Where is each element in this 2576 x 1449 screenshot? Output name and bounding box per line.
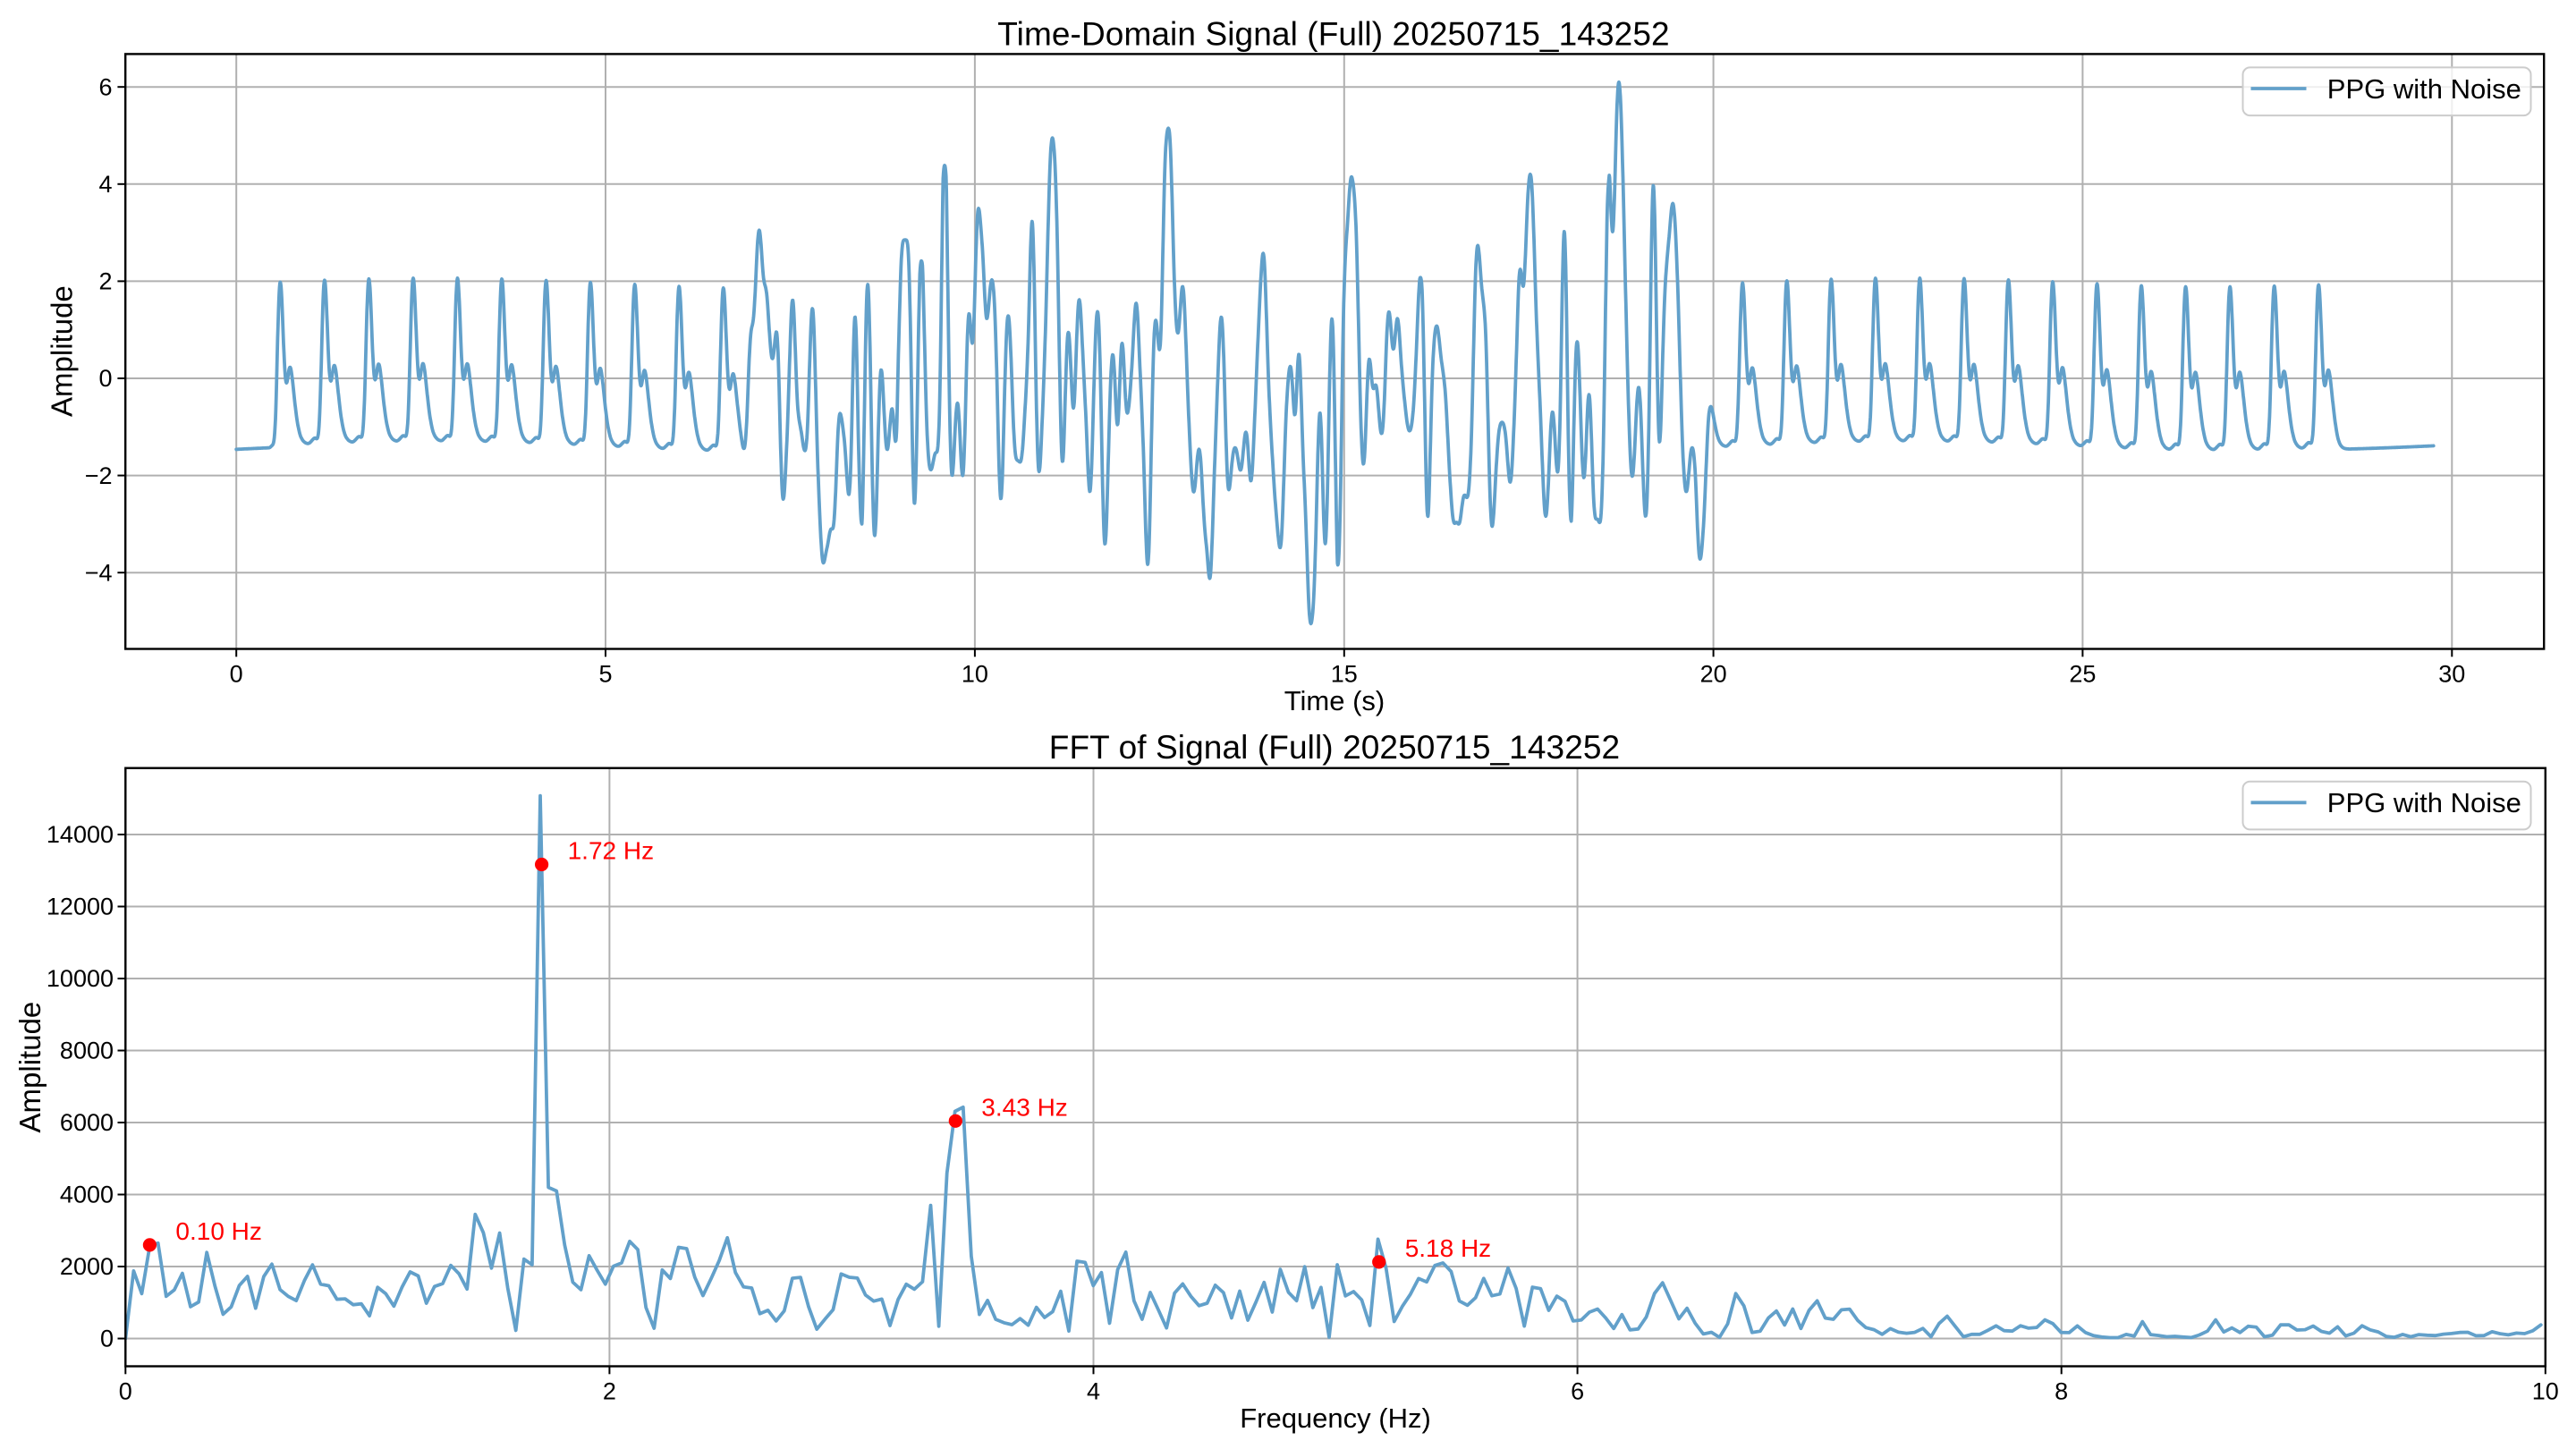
- svg-text:2: 2: [603, 1378, 616, 1405]
- svg-text:15: 15: [1331, 661, 1358, 688]
- svg-text:8000: 8000: [60, 1038, 114, 1064]
- svg-text:30: 30: [2438, 661, 2465, 688]
- svg-text:Frequency (Hz): Frequency (Hz): [1240, 1402, 1431, 1434]
- svg-text:0: 0: [100, 1326, 114, 1352]
- svg-text:Amplitude: Amplitude: [46, 285, 79, 417]
- svg-text:FFT of Signal (Full) 20250715_: FFT of Signal (Full) 20250715_143252: [1049, 729, 1621, 766]
- svg-text:0: 0: [119, 1378, 132, 1405]
- svg-text:10000: 10000: [47, 965, 114, 992]
- svg-text:4: 4: [1087, 1378, 1100, 1405]
- svg-text:4000: 4000: [60, 1182, 114, 1208]
- svg-text:10: 10: [2532, 1378, 2559, 1405]
- svg-text:0: 0: [230, 661, 243, 688]
- svg-text:25: 25: [2069, 661, 2096, 688]
- svg-text:6000: 6000: [60, 1109, 114, 1136]
- svg-text:Amplitude: Amplitude: [13, 1002, 47, 1133]
- svg-text:Time-Domain Signal (Full) 2025: Time-Domain Signal (Full) 20250715_14325…: [997, 16, 1669, 53]
- svg-text:6: 6: [1571, 1378, 1584, 1405]
- svg-text:20: 20: [1700, 661, 1727, 688]
- svg-text:5: 5: [598, 661, 612, 688]
- svg-text:Time (s): Time (s): [1284, 685, 1385, 716]
- svg-text:5.18 Hz: 5.18 Hz: [1405, 1234, 1492, 1262]
- svg-text:14000: 14000: [47, 821, 114, 848]
- svg-text:0.10 Hz: 0.10 Hz: [175, 1217, 262, 1245]
- svg-text:4: 4: [98, 171, 112, 198]
- svg-text:10: 10: [962, 661, 988, 688]
- svg-text:8: 8: [2055, 1378, 2068, 1405]
- svg-text:6: 6: [98, 73, 112, 100]
- svg-text:−2: −2: [85, 462, 113, 489]
- svg-text:3.43 Hz: 3.43 Hz: [981, 1093, 1068, 1121]
- svg-text:2000: 2000: [60, 1253, 114, 1280]
- svg-text:0: 0: [98, 365, 112, 392]
- svg-text:12000: 12000: [47, 894, 114, 920]
- svg-text:−4: −4: [85, 559, 113, 586]
- svg-text:1.72 Hz: 1.72 Hz: [568, 837, 655, 865]
- svg-text:2: 2: [98, 268, 112, 295]
- svg-text:PPG with Noise: PPG with Noise: [2327, 787, 2521, 818]
- svg-text:PPG with Noise: PPG with Noise: [2327, 73, 2521, 105]
